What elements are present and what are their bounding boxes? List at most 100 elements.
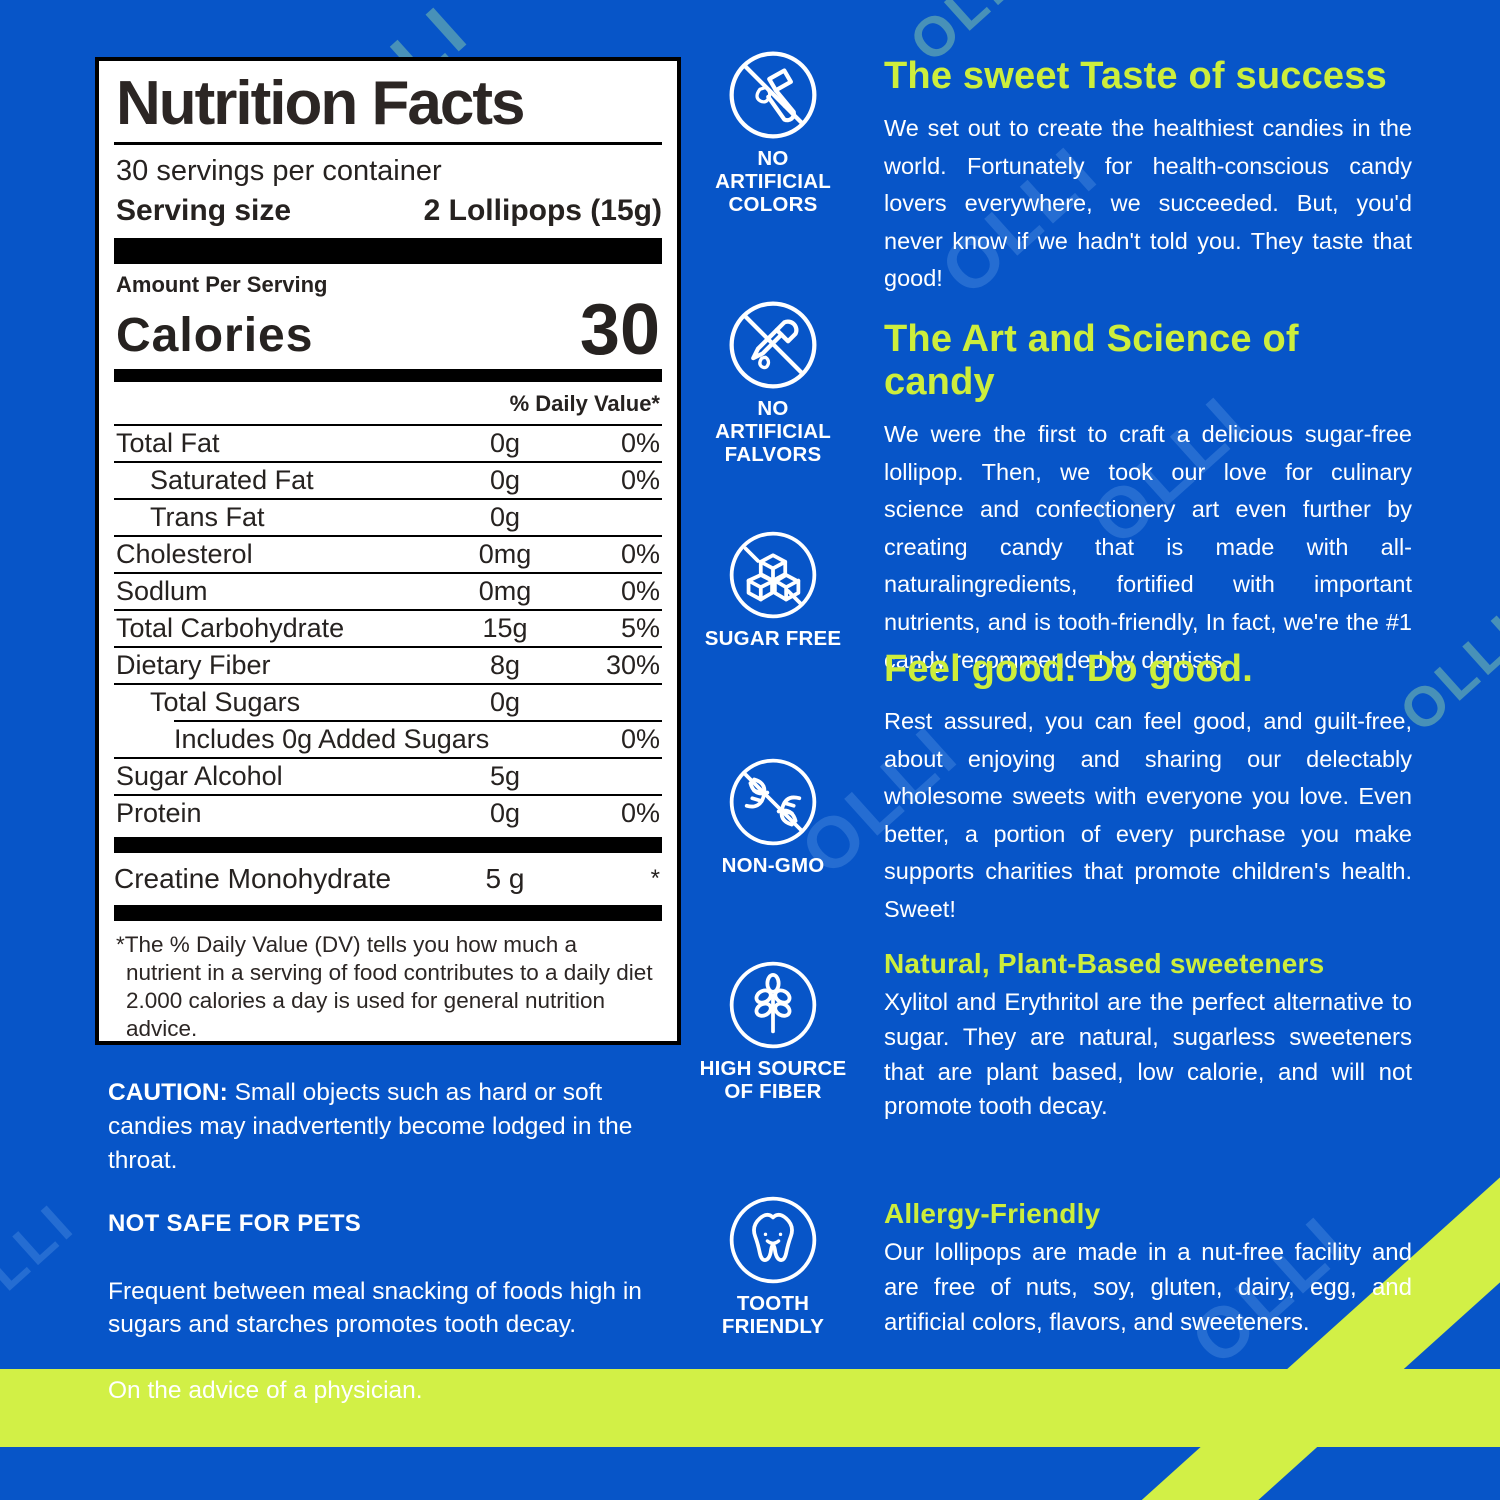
section-heading: The sweet Taste of success — [884, 55, 1387, 97]
daily-value-footnote: *The % Daily Value (DV) tells you how mu… — [116, 931, 653, 1042]
badge-label: SUGAR FREE — [704, 627, 842, 650]
section-body: Our lollipops are made in a nut-free fac… — [884, 1239, 1412, 1336]
nutrient-amount: 5 g — [485, 862, 525, 894]
nutrient-name: Total Carbohydrate — [116, 612, 345, 643]
nutrient-dv: * — [650, 864, 660, 892]
nutrient-amount: 8g — [489, 649, 521, 680]
divider-bar — [114, 238, 662, 265]
section-heading: Natural, Plant-Based sweeteners — [884, 948, 1325, 979]
no-artificial-colors-icon — [729, 51, 817, 139]
divider — [114, 142, 662, 146]
nutrient-name: Trans Fat — [150, 501, 265, 532]
nutrient-row: Total Sugars 0g — [114, 682, 662, 720]
high-fiber-icon — [729, 961, 817, 1049]
nutrient-row: Sugar Alcohol 5g — [114, 756, 662, 794]
section-heading: The Art and Science of candy — [884, 318, 1299, 403]
nutrient-row: Protein 0g 0% — [114, 793, 662, 831]
nutrient-amount: 15g — [482, 612, 528, 643]
nutrient-dv: 0% — [620, 427, 660, 458]
calories-row: Calories 30 — [114, 290, 662, 371]
nutrient-name: Creatine Monohydrate — [114, 862, 392, 894]
section-sweet-taste: The sweet Taste of success We set out to… — [884, 55, 1412, 298]
nutrient-name: Includes 0g Added Sugars — [174, 723, 490, 754]
badge-non-gmo: NON-GMO — [698, 755, 848, 878]
nutrient-name: Cholesterol — [116, 538, 253, 569]
nutrient-row: Saturated Fat 0g 0% — [114, 460, 662, 498]
sugar-free-icon — [729, 531, 817, 619]
section-allergy-friendly: Allergy-Friendly Our lollipops are made … — [884, 1198, 1412, 1340]
serving-size-row: Serving size 2 Lollipops (15g) — [114, 190, 662, 238]
nutrient-dv: 0% — [620, 575, 660, 606]
section-feel-good: Feel good. Do good. Rest assured, you ca… — [884, 648, 1412, 929]
no-artificial-flavors-icon — [729, 301, 817, 389]
creatine-row: Creatine Monohydrate 5 g * — [114, 853, 662, 905]
nutrient-amount: 0mg — [478, 575, 532, 606]
nutrient-dv: 0% — [620, 723, 660, 754]
nutrient-amount: 0g — [489, 686, 521, 717]
caution-block: CAUTION: Small objects such as hard or s… — [108, 1076, 683, 1408]
badges-column: NO ARTIFICIAL COLORS NO ARTIFICIAL FALVO… — [698, 0, 848, 1500]
calories-value: 30 — [579, 290, 660, 371]
serving-size-value: 2 Lollipops (15g) — [423, 194, 662, 228]
brand-watermark: OLLI — [0, 1191, 87, 1334]
not-safe-for-pets: NOT SAFE FOR PETS — [108, 1210, 362, 1238]
section-heading: Feel good. Do good. — [884, 648, 1253, 690]
caution-label: CAUTION: — [108, 1079, 228, 1106]
nutrient-row: Total Fat 0g 0% — [114, 423, 662, 461]
nutrient-amount: 0g — [489, 797, 521, 828]
section-body: We set out to create the healthiest cand… — [884, 115, 1412, 292]
nutrition-facts-title: Nutrition Facts — [116, 69, 525, 138]
nutrient-name: Total Fat — [116, 427, 220, 458]
nutrient-dv: 30% — [605, 649, 660, 680]
daily-value-header: % Daily Value* — [509, 390, 660, 416]
divider-bar — [114, 836, 662, 853]
nutrient-dv: 5% — [620, 612, 660, 643]
nutrient-name: Sodlum — [116, 575, 208, 606]
caution-text: CAUTION: Small objects such as hard or s… — [108, 1076, 683, 1177]
nutrient-name: Total Sugars — [150, 686, 301, 717]
nutrient-amount: 0g — [489, 427, 521, 458]
snacking-warning: Frequent between meal snacking of foods … — [108, 1277, 642, 1339]
nutrient-amount: 0g — [489, 464, 521, 495]
nutrient-dv: 0% — [620, 464, 660, 495]
nutrient-name: Sugar Alcohol — [116, 760, 283, 791]
amount-per-serving-label: Amount Per Serving — [116, 272, 328, 298]
caution-body: Small objects such as hard or soft candi… — [108, 1079, 633, 1174]
badge-sugar-free: SUGAR FREE — [698, 528, 848, 651]
tooth-friendly-icon — [729, 1196, 817, 1284]
divider-bar — [114, 904, 662, 921]
badge-high-source-of-fiber: HIGH SOURCE OF FIBER — [698, 958, 848, 1104]
non-gmo-icon — [729, 758, 817, 846]
physician-note: On the advice of a physician. — [108, 1377, 423, 1405]
nutrition-facts-panel: Nutrition Facts 30 servings per containe… — [95, 57, 681, 1045]
nutrient-amount: 0mg — [478, 538, 532, 569]
badge-no-artificial-colors: NO ARTIFICIAL COLORS — [698, 48, 848, 217]
nutrient-row: Trans Fat 0g — [114, 497, 662, 535]
nutrient-dv: 0% — [620, 797, 660, 828]
nutrient-amount: 0g — [489, 501, 521, 532]
nutrient-dv: 0% — [620, 538, 660, 569]
nutrient-name: Saturated Fat — [150, 464, 314, 495]
section-art-science: The Art and Science of candy We were the… — [884, 318, 1412, 679]
divider-bar — [114, 368, 662, 382]
nutrient-name: Dietary Fiber — [116, 649, 271, 680]
badge-label: NON-GMO — [721, 854, 825, 877]
badge-label: HIGH SOURCE OF FIBER — [699, 1057, 847, 1103]
serving-size-label: Serving size — [116, 194, 292, 228]
nutrient-row: Cholesterol 0mg 0% — [114, 534, 662, 572]
badge-label: TOOTH FRIENDLY — [721, 1292, 825, 1338]
nutrient-amount: 5g — [489, 760, 521, 791]
section-body: We were the first to craft a delicious s… — [884, 421, 1412, 673]
nutrient-row: Includes 0g Added Sugars 0% — [174, 719, 662, 757]
section-body: Rest assured, you can feel good, and gui… — [884, 708, 1412, 922]
servings-per-container: 30 servings per container — [116, 155, 442, 188]
bottom-accent-band — [0, 1369, 1500, 1447]
section-body: Xylitol and Erythritol are the perfect a… — [884, 989, 1412, 1121]
nutrient-row: Sodlum 0mg 0% — [114, 571, 662, 609]
section-heading: Allergy-Friendly — [884, 1198, 1101, 1229]
badge-label: NO ARTIFICIAL FALVORS — [715, 397, 831, 466]
calories-label: Calories — [116, 308, 314, 362]
badge-no-artificial-flavors: NO ARTIFICIAL FALVORS — [698, 298, 848, 467]
nutrient-row: Total Carbohydrate 15g 5% — [114, 608, 662, 646]
